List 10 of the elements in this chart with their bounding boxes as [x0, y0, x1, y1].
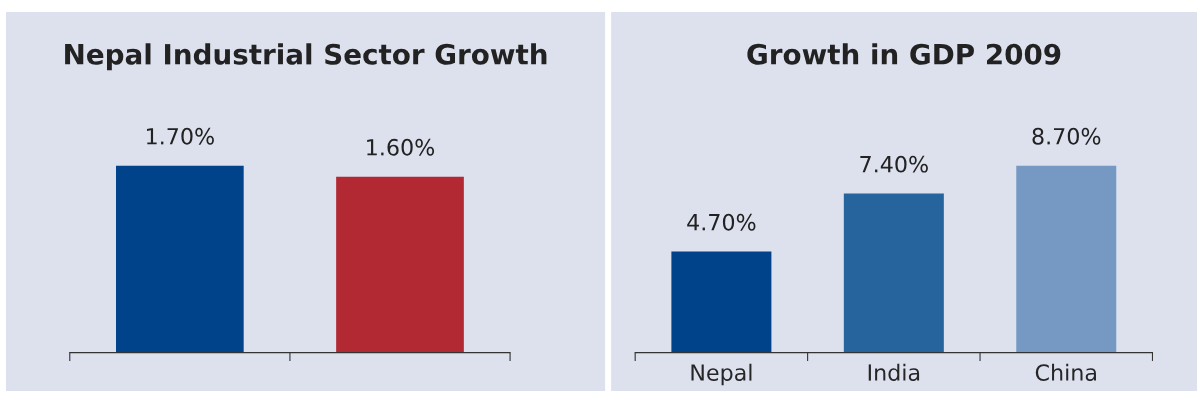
x-tick-label: Nepal — [691, 363, 752, 386]
data-label: 4.70% — [687, 213, 756, 231]
x-tick-label: India — [868, 363, 920, 381]
data-label: 1.60% — [367, 138, 435, 156]
data-label: 7.40% — [860, 155, 928, 173]
x-tick-label: China — [1035, 363, 1096, 381]
chart-title: Nepal Industrial Sector Growth — [65, 43, 547, 71]
data-label: 8.70% — [1032, 127, 1101, 145]
data-label: 1.70% — [146, 127, 214, 145]
chart-title: Growth in GDP 2009 — [747, 43, 1061, 65]
